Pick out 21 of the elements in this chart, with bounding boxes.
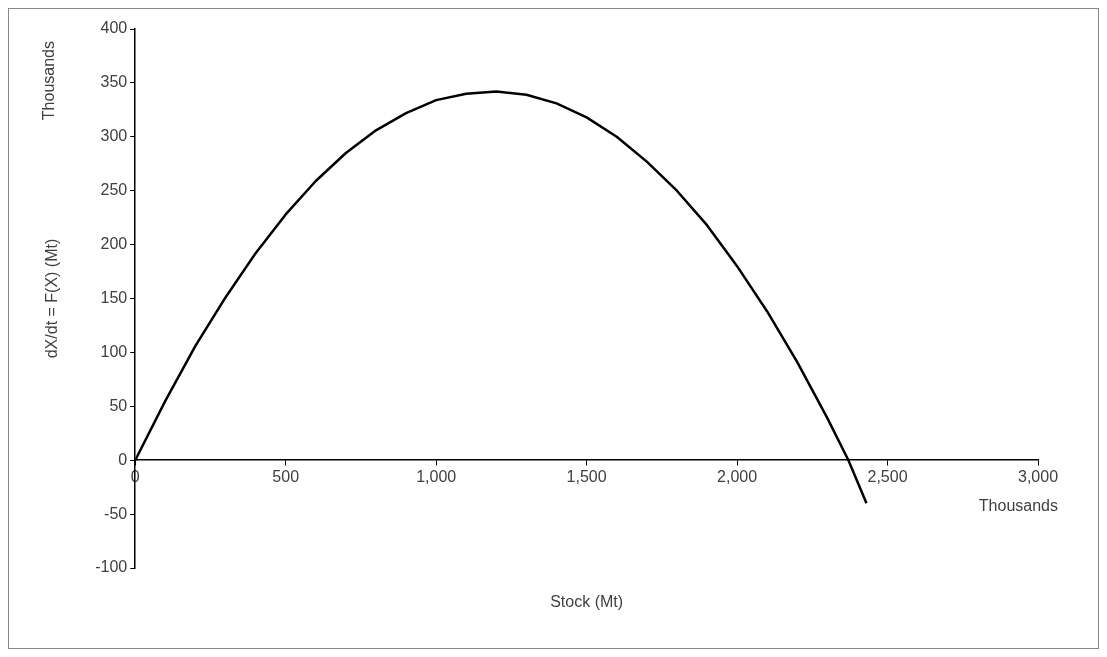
x-tick-label: 1,000 xyxy=(416,468,457,486)
y-tick-label: -50 xyxy=(104,504,128,522)
y-tick-label: -100 xyxy=(95,558,128,576)
y-tick-label: 350 xyxy=(100,73,128,91)
x-tick-label: 3,000 xyxy=(1017,468,1059,486)
y-tick-label: 0 xyxy=(118,450,128,468)
x-tick-label: 500 xyxy=(272,468,300,486)
x-axis-title: Stock (Mt) xyxy=(550,593,624,611)
x-tick-label: 2,500 xyxy=(867,468,908,486)
x-tick-label: 2,000 xyxy=(717,468,758,486)
y-tick-label: 250 xyxy=(100,181,128,199)
y-tick-label: 50 xyxy=(109,396,128,414)
y-tick-label: 300 xyxy=(100,127,128,145)
x-tick-label: 1,500 xyxy=(566,468,607,486)
y-tick-label: 400 xyxy=(100,19,128,37)
y-tick-label: 150 xyxy=(100,288,128,306)
y-axis-title: dX/dt = F(X) (Mt) xyxy=(43,238,61,359)
y-tick-label: 100 xyxy=(100,342,128,360)
text: Thousands xyxy=(39,41,57,121)
y-tick-label: 200 xyxy=(100,235,128,253)
annotation: Thousands xyxy=(978,496,1058,514)
